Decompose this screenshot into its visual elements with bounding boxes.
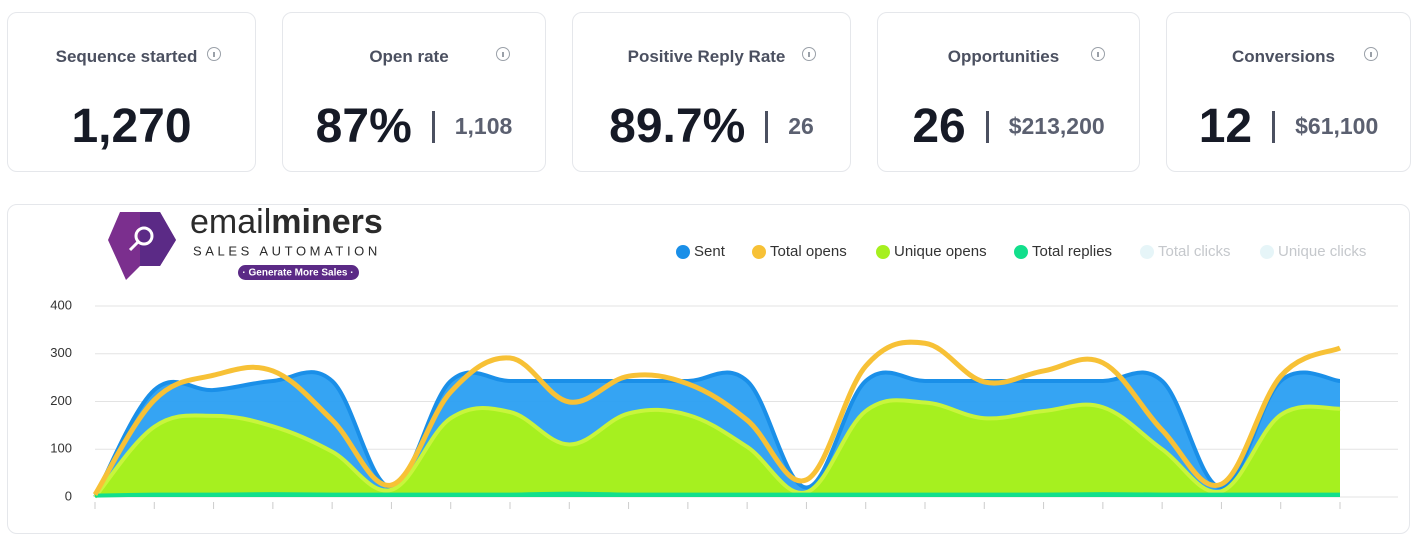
legend-marker xyxy=(1014,245,1028,259)
card-secondary: $61,100 xyxy=(1295,113,1379,139)
legend-label[interactable]: Unique clicks xyxy=(1278,243,1366,260)
separator xyxy=(431,110,435,143)
separator xyxy=(1272,110,1276,143)
card-title: Conversions xyxy=(1232,47,1335,66)
card-title: Opportunities xyxy=(947,47,1060,66)
info-icon[interactable] xyxy=(802,47,816,61)
card-value: 12 xyxy=(1198,100,1253,153)
kpi-card: Positive Reply Rate 89.7% 26 xyxy=(572,12,851,172)
logo-tagline: SALES AUTOMATION xyxy=(193,243,381,258)
info-icon[interactable] xyxy=(1091,47,1105,61)
card-values: 87% 1,108 xyxy=(283,99,545,154)
legend-label[interactable]: Total clicks xyxy=(1158,243,1231,260)
chart: emailminers SALES AUTOMATION · Generate … xyxy=(50,203,1398,509)
card-secondary: 26 xyxy=(788,113,814,139)
card-title: Sequence started xyxy=(55,47,198,66)
kpi-card: Open rate 87% 1,108 xyxy=(282,12,546,172)
info-icon[interactable] xyxy=(207,47,221,61)
info-icon[interactable] xyxy=(1364,47,1378,61)
card-values: 1,270 xyxy=(8,99,255,154)
y-tick-label: 100 xyxy=(50,441,72,456)
card-values: 89.7% 26 xyxy=(573,99,850,154)
legend-marker xyxy=(752,245,766,259)
page: Sequence started 1,270 Open rate 87% 1,108 Po… xyxy=(7,12,1411,534)
card-secondary: $213,200 xyxy=(1008,113,1105,139)
card-value: 1,270 xyxy=(71,100,192,153)
separator xyxy=(985,110,989,143)
legend-label[interactable]: Unique opens xyxy=(894,243,987,260)
card-values: 26 $213,200 xyxy=(878,99,1139,154)
kpi-card: Conversions 12 $61,100 xyxy=(1166,12,1411,172)
legend-marker xyxy=(1260,245,1274,259)
kpi-card: Opportunities 26 $213,200 xyxy=(877,12,1140,172)
legend-marker xyxy=(676,245,690,259)
line xyxy=(93,398,1341,499)
logo-name: emailminers xyxy=(190,203,383,241)
card-title: Open rate xyxy=(369,47,449,66)
card-values: 12 $61,100 xyxy=(1167,99,1410,154)
card-value: 87% xyxy=(315,100,412,153)
y-tick-label: 200 xyxy=(50,393,72,408)
y-tick-label: 300 xyxy=(50,345,72,360)
line xyxy=(93,370,1341,498)
info-icon[interactable] xyxy=(496,47,510,61)
legend-label[interactable]: Sent xyxy=(694,243,726,260)
separator xyxy=(765,110,769,143)
card-value: 89.7% xyxy=(609,100,746,153)
kpi-card: Sequence started 1,270 xyxy=(7,12,256,172)
card-secondary: 1,108 xyxy=(454,113,513,139)
legend-marker xyxy=(1140,245,1154,259)
card-value: 26 xyxy=(912,100,966,153)
legend-marker xyxy=(876,245,890,259)
logo: emailminers SALES AUTOMATION · Generate … xyxy=(108,203,383,280)
line xyxy=(94,491,1340,498)
y-tick-label: 400 xyxy=(50,297,72,312)
y-tick-label: 0 xyxy=(65,488,72,503)
area xyxy=(95,400,1340,497)
card-title: Positive Reply Rate xyxy=(627,47,786,66)
legend-label[interactable]: Total replies xyxy=(1032,243,1112,260)
logo-badge: · Generate More Sales · xyxy=(242,268,353,279)
legend-label[interactable]: Total opens xyxy=(770,243,847,260)
line xyxy=(92,339,1342,496)
